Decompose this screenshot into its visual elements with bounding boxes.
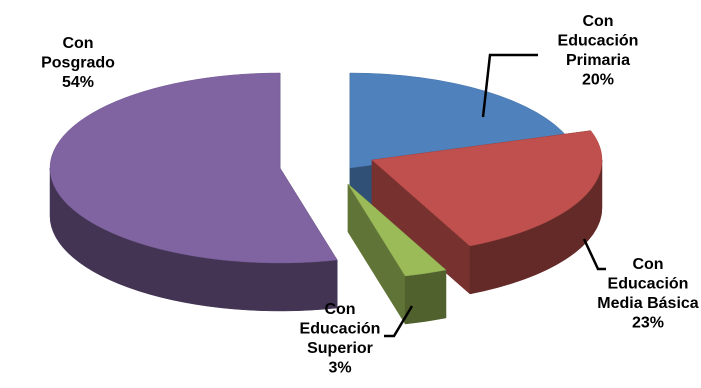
slice-name-label-2: Educación xyxy=(300,321,381,338)
slice-name-label-2: Con xyxy=(324,301,355,318)
pie-slice-3 xyxy=(50,73,337,311)
slice-value-label-3: 54% xyxy=(62,74,94,91)
slice-name-label-1: Con xyxy=(632,256,663,273)
slice-value-label-2: 3% xyxy=(328,360,351,377)
slice-name-label-1: Media Básica xyxy=(597,295,698,312)
leader-line-1 xyxy=(584,239,606,269)
slice-name-label-2: Superior xyxy=(307,340,373,357)
slice-name-label-0: Primaria xyxy=(566,52,630,69)
pie-slices xyxy=(50,73,602,324)
slice-name-label-0: Educación xyxy=(558,33,639,50)
slice-name-label-3: Posgrado xyxy=(41,55,115,72)
slice-name-label-3: Con xyxy=(62,35,93,52)
slice-value-label-0: 20% xyxy=(582,72,614,89)
slice-name-label-1: Educación xyxy=(608,276,689,293)
slice-value-label-1: 23% xyxy=(632,315,664,332)
slice-name-label-0: Con xyxy=(582,13,613,30)
